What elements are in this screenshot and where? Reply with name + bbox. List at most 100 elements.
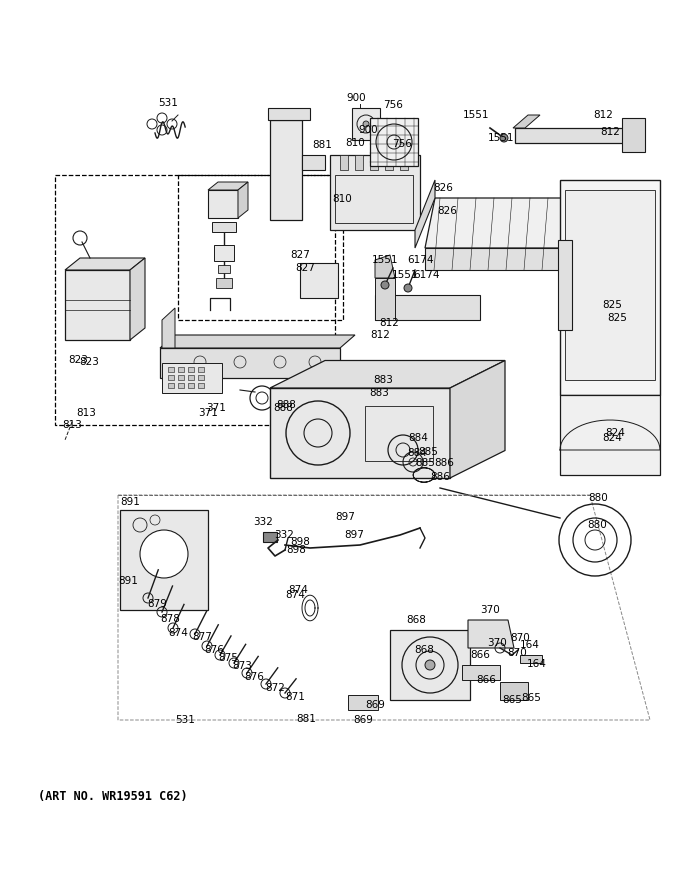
Polygon shape bbox=[375, 255, 395, 278]
Polygon shape bbox=[425, 198, 590, 248]
Text: 876: 876 bbox=[204, 645, 224, 655]
Bar bbox=[178, 375, 184, 380]
Polygon shape bbox=[468, 620, 514, 648]
Circle shape bbox=[140, 530, 188, 578]
Text: 825: 825 bbox=[607, 313, 627, 323]
Polygon shape bbox=[558, 240, 572, 330]
Text: 812: 812 bbox=[600, 127, 620, 137]
Bar bbox=[168, 375, 174, 380]
Text: 1551: 1551 bbox=[392, 270, 418, 280]
Text: 825: 825 bbox=[602, 300, 622, 310]
Bar bbox=[340, 155, 348, 170]
Circle shape bbox=[500, 134, 508, 142]
Bar bbox=[178, 383, 184, 388]
Polygon shape bbox=[622, 118, 645, 152]
Bar bbox=[365, 406, 433, 461]
Text: 888: 888 bbox=[276, 400, 296, 410]
Bar bbox=[400, 155, 408, 170]
Bar bbox=[520, 655, 542, 663]
Text: 884: 884 bbox=[407, 448, 427, 458]
Text: 897: 897 bbox=[344, 530, 364, 540]
Text: 813: 813 bbox=[76, 408, 96, 418]
Bar bbox=[335, 175, 413, 223]
Text: 826: 826 bbox=[433, 183, 453, 193]
Text: 6174: 6174 bbox=[413, 270, 439, 280]
Text: 900: 900 bbox=[358, 125, 377, 135]
Text: 881: 881 bbox=[312, 140, 332, 150]
Bar bbox=[198, 367, 204, 372]
Polygon shape bbox=[160, 335, 355, 348]
Text: 812: 812 bbox=[370, 330, 390, 340]
Text: 866: 866 bbox=[470, 650, 490, 660]
Polygon shape bbox=[375, 295, 480, 320]
Polygon shape bbox=[390, 630, 470, 700]
Text: 865: 865 bbox=[502, 695, 522, 705]
Polygon shape bbox=[513, 115, 540, 128]
Polygon shape bbox=[565, 190, 655, 380]
Text: 370: 370 bbox=[480, 605, 500, 615]
Text: 826: 826 bbox=[437, 206, 457, 216]
Bar bbox=[198, 375, 204, 380]
Polygon shape bbox=[160, 348, 340, 378]
Text: 823: 823 bbox=[68, 355, 88, 365]
Text: 897: 897 bbox=[335, 512, 355, 522]
Text: 823: 823 bbox=[79, 357, 99, 367]
Text: 870: 870 bbox=[507, 648, 527, 658]
Text: 869: 869 bbox=[365, 700, 385, 710]
Text: 871: 871 bbox=[285, 692, 305, 702]
Text: 891: 891 bbox=[120, 497, 140, 507]
Polygon shape bbox=[130, 258, 145, 340]
Text: 813: 813 bbox=[62, 420, 82, 430]
Polygon shape bbox=[65, 270, 130, 340]
Text: 370: 370 bbox=[487, 638, 507, 648]
Text: 886: 886 bbox=[430, 472, 450, 482]
Text: 332: 332 bbox=[253, 517, 273, 527]
Text: 898: 898 bbox=[286, 545, 306, 555]
Polygon shape bbox=[375, 278, 395, 320]
Bar bbox=[168, 383, 174, 388]
Bar bbox=[188, 367, 194, 372]
Polygon shape bbox=[208, 190, 238, 218]
Text: 866: 866 bbox=[476, 675, 496, 685]
Polygon shape bbox=[500, 682, 528, 700]
Bar bbox=[55, 175, 335, 425]
Text: 888: 888 bbox=[273, 403, 293, 413]
Bar bbox=[352, 108, 380, 140]
Text: 898: 898 bbox=[290, 537, 310, 547]
Bar bbox=[162, 363, 222, 393]
Text: 812: 812 bbox=[379, 318, 399, 328]
Text: 886: 886 bbox=[434, 458, 454, 468]
Bar bbox=[198, 383, 204, 388]
Bar bbox=[188, 375, 194, 380]
Text: 371: 371 bbox=[206, 403, 226, 413]
Text: 869: 869 bbox=[353, 715, 373, 725]
Text: 891: 891 bbox=[118, 576, 138, 586]
Circle shape bbox=[404, 284, 412, 292]
Bar bbox=[218, 265, 230, 273]
Text: 874: 874 bbox=[168, 628, 188, 638]
Text: 881: 881 bbox=[296, 714, 316, 724]
Text: 875: 875 bbox=[218, 653, 238, 663]
Polygon shape bbox=[208, 182, 248, 190]
Circle shape bbox=[381, 281, 389, 289]
Text: 884: 884 bbox=[408, 433, 428, 443]
Bar bbox=[216, 278, 232, 288]
Text: 827: 827 bbox=[295, 263, 315, 273]
Bar bbox=[263, 532, 277, 542]
Text: 756: 756 bbox=[392, 139, 412, 149]
Text: 885: 885 bbox=[415, 458, 435, 468]
Polygon shape bbox=[162, 308, 175, 348]
Text: 873: 873 bbox=[232, 661, 252, 671]
Bar bbox=[214, 245, 234, 261]
Text: 883: 883 bbox=[373, 375, 393, 385]
Polygon shape bbox=[450, 361, 505, 478]
Text: (ART NO. WR19591 C62): (ART NO. WR19591 C62) bbox=[38, 790, 188, 803]
Text: 879: 879 bbox=[147, 599, 167, 609]
Polygon shape bbox=[515, 128, 640, 143]
Text: 810: 810 bbox=[345, 138, 365, 148]
Text: 874: 874 bbox=[285, 590, 305, 600]
Text: 164: 164 bbox=[520, 640, 540, 650]
Polygon shape bbox=[560, 180, 660, 395]
Text: 885: 885 bbox=[418, 447, 438, 457]
Bar bbox=[385, 155, 393, 170]
